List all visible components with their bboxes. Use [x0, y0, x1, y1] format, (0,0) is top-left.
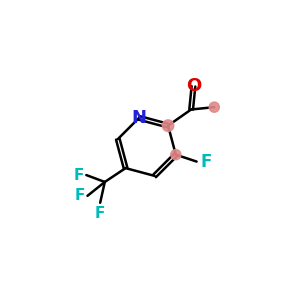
Text: N: N [131, 109, 146, 127]
Text: O: O [186, 77, 201, 95]
Circle shape [171, 150, 181, 160]
Text: F: F [73, 167, 83, 182]
Circle shape [162, 120, 174, 131]
Text: F: F [200, 153, 212, 171]
Circle shape [209, 102, 219, 112]
Text: F: F [74, 188, 85, 203]
Text: F: F [95, 206, 105, 221]
